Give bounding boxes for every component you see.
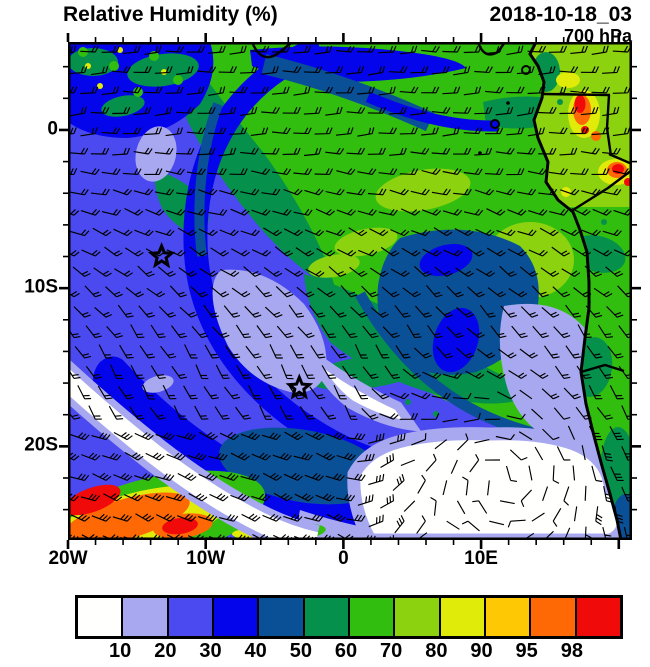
colorbar-cell-10 <box>529 598 575 636</box>
valid-datetime: 2018-10-18_03 <box>489 3 632 26</box>
colorbar-cell-4 <box>257 598 303 636</box>
colorbar-label: 30 <box>199 640 222 662</box>
island-dot <box>506 101 510 105</box>
colorbar-label: 70 <box>380 640 403 662</box>
lon-tick-label: 20W <box>48 548 88 569</box>
colorbar-label: 60 <box>334 640 358 662</box>
lat-tick-label: 10S <box>24 276 58 298</box>
colorbar-cell-8 <box>438 598 484 636</box>
lon-tick-label: 10E <box>464 548 498 569</box>
colorbar-label: 90 <box>470 640 493 662</box>
colorbar-label: 40 <box>244 640 267 662</box>
island-dot <box>478 151 482 155</box>
lat-tick-label: 20S <box>24 434 58 456</box>
colorbar-label: 50 <box>289 640 312 662</box>
country-borders <box>250 42 632 374</box>
humidity-fill-field <box>68 42 632 540</box>
lon-tick-label: 10W <box>186 548 226 569</box>
star-marker <box>285 373 314 400</box>
plot-title: Relative Humidity (%) <box>63 3 278 26</box>
colorbar-cell-0 <box>78 598 122 636</box>
island-outline <box>490 119 500 129</box>
colorbar <box>75 595 623 639</box>
colorbar-label: 80 <box>425 640 448 662</box>
colorbar-label: 95 <box>515 640 538 662</box>
lat-tick-label: 0 <box>47 118 58 140</box>
colorbar-cell-6 <box>347 598 394 636</box>
colorbar-label: 98 <box>560 640 583 662</box>
colorbar-cell-1 <box>121 598 167 636</box>
map-plot <box>68 42 632 540</box>
colorbar-cell-11 <box>574 598 620 636</box>
pressure-level: 700 hPa <box>563 26 632 46</box>
colorbar-label: 20 <box>154 640 177 662</box>
star-marker <box>147 242 176 269</box>
colorbar-cell-2 <box>166 598 212 636</box>
colorbar-cell-9 <box>483 598 530 636</box>
colorbar-cell-3 <box>211 598 258 636</box>
star-markers <box>147 242 314 400</box>
colorbar-cell-5 <box>302 598 348 636</box>
lon-tick-label: 0 <box>338 548 349 569</box>
colorbar-label: 10 <box>109 640 132 662</box>
colorbar-cell-7 <box>393 598 439 636</box>
wind-barbs <box>68 45 632 540</box>
